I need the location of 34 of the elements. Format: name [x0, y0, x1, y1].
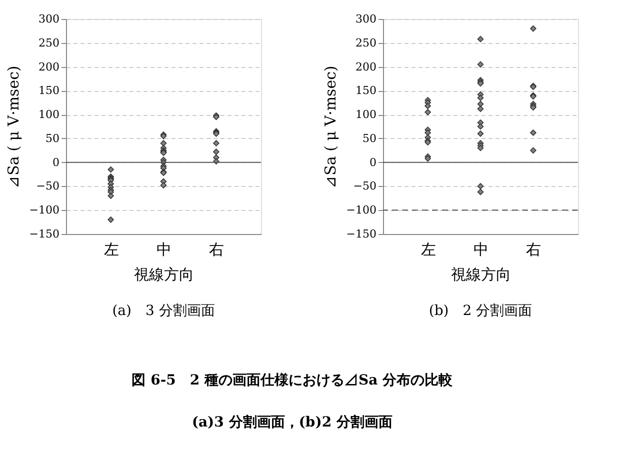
x-axis-title: 視線方向: [134, 266, 194, 284]
x-tick-label: 右: [209, 240, 224, 258]
y-tick-label: 0: [370, 156, 376, 169]
text: (a) 3 分割画面: [112, 303, 215, 319]
x-tick-label: 中: [474, 240, 488, 258]
y-tick-label: 150: [356, 84, 376, 98]
y-tick-label: 0: [52, 156, 60, 169]
y-tick-label: 50: [362, 132, 376, 145]
y-tick-label: 100: [38, 108, 60, 122]
y-tick-label: 250: [356, 36, 376, 50]
y-axis-title: ⊿Sa ( μ V·msec): [321, 66, 340, 188]
y-tick-label: 200: [38, 60, 60, 74]
y-tick-label: −150: [29, 228, 60, 240]
y-tick-label: 200: [356, 60, 376, 74]
y-tick-label: −50: [353, 180, 376, 193]
text: (a)3 分割画面，(b)2 分割画面: [192, 414, 392, 430]
y-tick-label: 150: [38, 84, 60, 98]
x-tick-label: 左: [104, 240, 119, 258]
y-tick-label: 50: [46, 132, 60, 145]
y-tick-label: 300: [356, 12, 376, 26]
y-tick-label: 250: [38, 36, 60, 50]
y-axis-title: ⊿Sa ( μ V·msec): [4, 66, 22, 188]
x-tick-label: 右: [526, 240, 542, 258]
y-tick-label: −100: [29, 204, 60, 217]
x-tick-label: 中: [156, 240, 172, 258]
y-tick-label: 100: [356, 108, 376, 122]
y-tick-label: 300: [38, 12, 60, 26]
x-axis-title: 視線方向: [451, 266, 511, 284]
x-tick-label: 左: [420, 240, 436, 258]
y-tick-label: −50: [36, 180, 60, 193]
y-tick-label: −100: [346, 204, 376, 217]
text: (b) 2 分割画面: [428, 303, 532, 319]
y-tick-label: −150: [346, 228, 376, 240]
caption: 図 6-5 2 種の画面仕様における⊿Sa 分布の比較: [132, 372, 454, 388]
